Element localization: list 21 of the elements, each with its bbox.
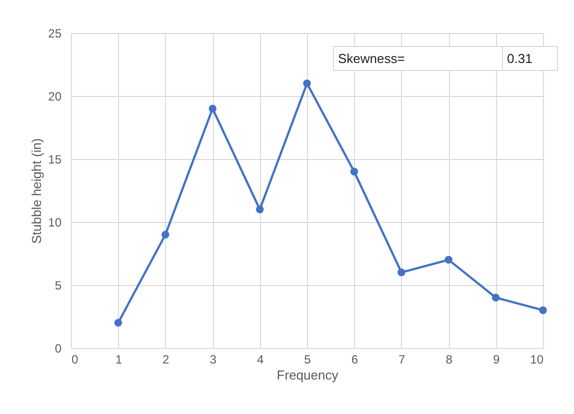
x-tick-label: 2 — [162, 352, 170, 366]
x-tick-label: 7 — [398, 352, 406, 366]
y-tick-label: 15 — [48, 152, 62, 166]
y-axis-title: Stubble height (in) — [29, 138, 44, 244]
x-tick-label: 6 — [351, 352, 358, 366]
x-axis-title: Frequency — [276, 368, 339, 382]
y-tick-label: 5 — [54, 278, 62, 292]
x-tick-label: 4 — [256, 352, 264, 366]
x-tick-label: 5 — [304, 352, 312, 366]
x-tick-label: 9 — [492, 352, 500, 366]
y-tick-label: 20 — [48, 90, 62, 104]
y-tick-label: 0 — [54, 342, 62, 356]
x-tick-label: 3 — [210, 352, 217, 366]
x-tick-label: 8 — [446, 352, 453, 366]
y-tick-label: 25 — [48, 26, 62, 40]
x-tick-label: 10 — [530, 352, 544, 366]
x-tick-label: 1 — [115, 352, 122, 366]
annotation: 0.31 — [502, 47, 557, 70]
y-tick-label: 10 — [48, 216, 62, 230]
x-tick-label: 0 — [72, 352, 78, 366]
annotation: Skewness= — [337, 50, 406, 68]
